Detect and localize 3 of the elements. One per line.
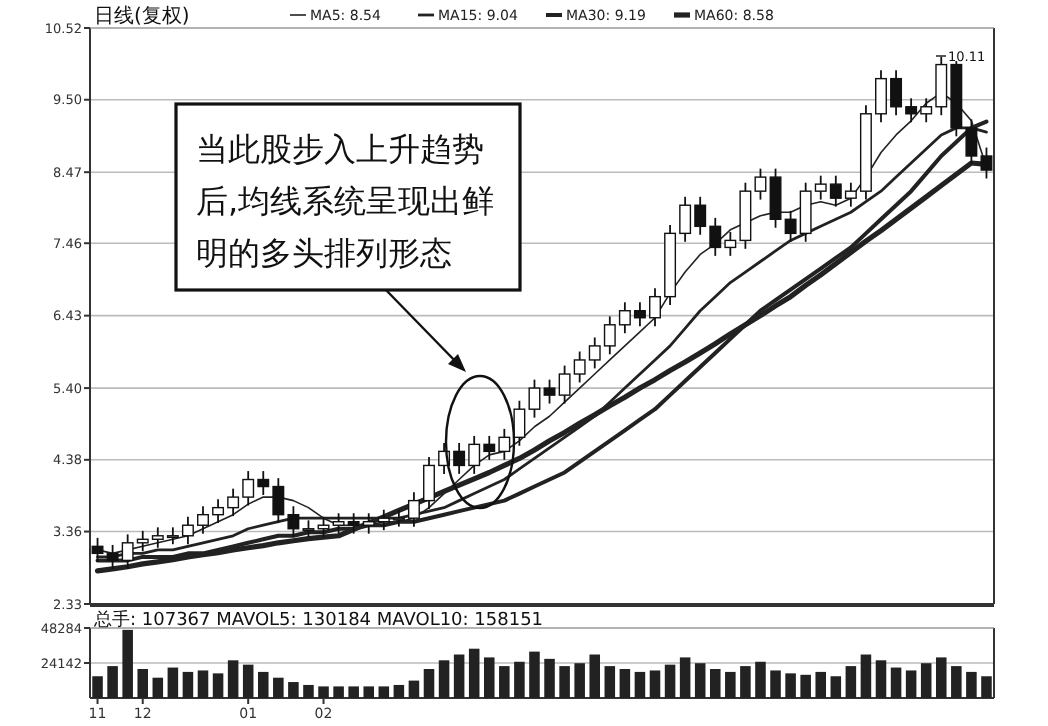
annotation: 当此股步入上升趋势后,均线系统呈现出鲜明的多头排列形态 xyxy=(196,130,495,272)
chart-title: 日线(复权) xyxy=(94,4,190,28)
chart-title: 总手: 107367 MAVOL5: 130184 MAVOL10: 158151 xyxy=(92,609,544,631)
